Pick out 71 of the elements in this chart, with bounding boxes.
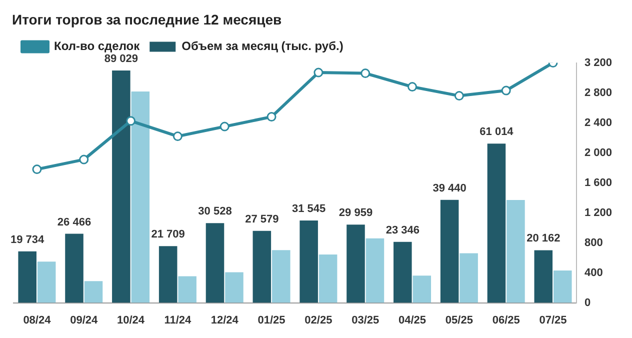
x-tick-label: 09/24 (70, 314, 99, 326)
bar (158, 246, 178, 303)
point (501, 86, 511, 96)
y2-tick-label: 3 200 (584, 56, 612, 69)
y2-tick-label: 2 800 (584, 86, 612, 99)
bar (366, 238, 384, 303)
data-label: 89 029 (104, 53, 138, 66)
chart-title: Итоги торгов за последние 12 месяцев (12, 11, 282, 28)
point (32, 164, 42, 174)
bar (178, 276, 196, 303)
x-tick-label: 10/24 (117, 314, 146, 326)
bar (412, 276, 432, 303)
data-label: 30 528 (198, 206, 232, 218)
x-tick-label: 08/24 (23, 314, 52, 326)
point (408, 82, 418, 92)
x-tick-label: 07/25 (539, 314, 567, 326)
legend-label: Кол-во сделок (54, 39, 141, 54)
bar (225, 272, 244, 303)
bar (65, 234, 84, 303)
y2-tick-label: 1 200 (584, 206, 612, 219)
bar (252, 230, 272, 303)
data-label: 20 162 (526, 232, 560, 245)
bar (553, 270, 572, 303)
bar (84, 281, 103, 303)
point (126, 116, 136, 126)
data-label: 23 346 (386, 224, 420, 236)
point (314, 68, 324, 78)
data-label: 21 709 (151, 228, 185, 241)
bar (37, 262, 56, 303)
bar (487, 144, 506, 303)
point (454, 91, 464, 101)
x-tick-label: 06/25 (492, 314, 520, 326)
point (79, 154, 89, 164)
data-label: 31 545 (292, 203, 326, 216)
bar (112, 70, 130, 303)
x-tick-label: 04/25 (398, 314, 426, 326)
y2-tick-label: 1 600 (584, 176, 612, 189)
data-label: 19 734 (10, 234, 46, 246)
bar (394, 242, 412, 303)
data-label: 61 014 (480, 126, 514, 138)
y2-tick-label: 2 000 (584, 146, 612, 159)
point (266, 112, 276, 122)
x-tick-label: 12/24 (210, 314, 240, 326)
x-tick-label: 01/25 (258, 314, 286, 326)
x-tick-label: 11/24 (164, 314, 192, 326)
bar (506, 200, 525, 303)
point (220, 122, 230, 132)
data-label: 39 440 (432, 182, 466, 194)
bar (272, 250, 290, 303)
bar (318, 254, 338, 303)
legend-label: Объем за месяц (тыс. руб.) (182, 39, 344, 54)
bar (534, 250, 553, 303)
data-label: 27 579 (245, 213, 279, 226)
bar (18, 251, 36, 303)
bar (346, 224, 365, 303)
bar (300, 220, 318, 303)
y2-tick-label: 0 (584, 296, 591, 309)
point (172, 132, 182, 142)
bar (440, 200, 459, 303)
y2-tick-label: 400 (584, 266, 603, 279)
x-tick-label: 05/25 (445, 314, 473, 326)
bar (206, 223, 224, 303)
bar (131, 91, 150, 303)
data-label: 26 466 (57, 216, 92, 228)
y2-tick-label: 800 (584, 236, 603, 249)
bar (460, 253, 478, 303)
x-tick-label: 03/25 (352, 314, 380, 326)
y2-tick-label: 2 400 (584, 116, 612, 129)
x-tick-label: 02/25 (304, 314, 332, 326)
data-label: 29 959 (338, 207, 373, 220)
point (360, 68, 370, 78)
